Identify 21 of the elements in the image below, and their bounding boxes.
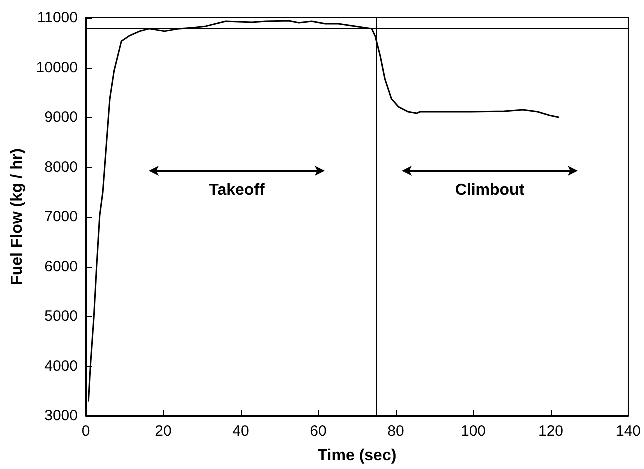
y-tick-label: 8000 (44, 158, 78, 176)
y-tick-label: 7000 (44, 208, 78, 226)
x-tick-label: 80 (388, 423, 404, 440)
y-tick-label: 3000 (44, 408, 78, 424)
x-axis-title: Time (sec) (318, 448, 397, 464)
y-tick-label: 9000 (44, 109, 78, 126)
y-tick-label: 6000 (44, 258, 78, 276)
y-axis-title: Fuel Flow (kg / hr) (8, 148, 26, 286)
y-tick-label: 5000 (44, 308, 78, 325)
x-tick-label: 100 (460, 423, 486, 440)
annotation: Takeoff (209, 182, 265, 200)
x-tick-label: 140 (616, 423, 641, 440)
y-tick-label: 4000 (44, 358, 78, 375)
x-tick-label: 20 (155, 423, 172, 440)
x-tick-label: 60 (310, 423, 327, 440)
y-tick-label: 10000 (36, 59, 78, 76)
x-tick-label: 120 (538, 423, 564, 440)
annotation: Climbout (455, 182, 525, 200)
y-tick-label: 11000 (37, 10, 78, 26)
x-tick-label: 40 (232, 423, 250, 440)
x-tick-label: 0 (82, 423, 90, 440)
